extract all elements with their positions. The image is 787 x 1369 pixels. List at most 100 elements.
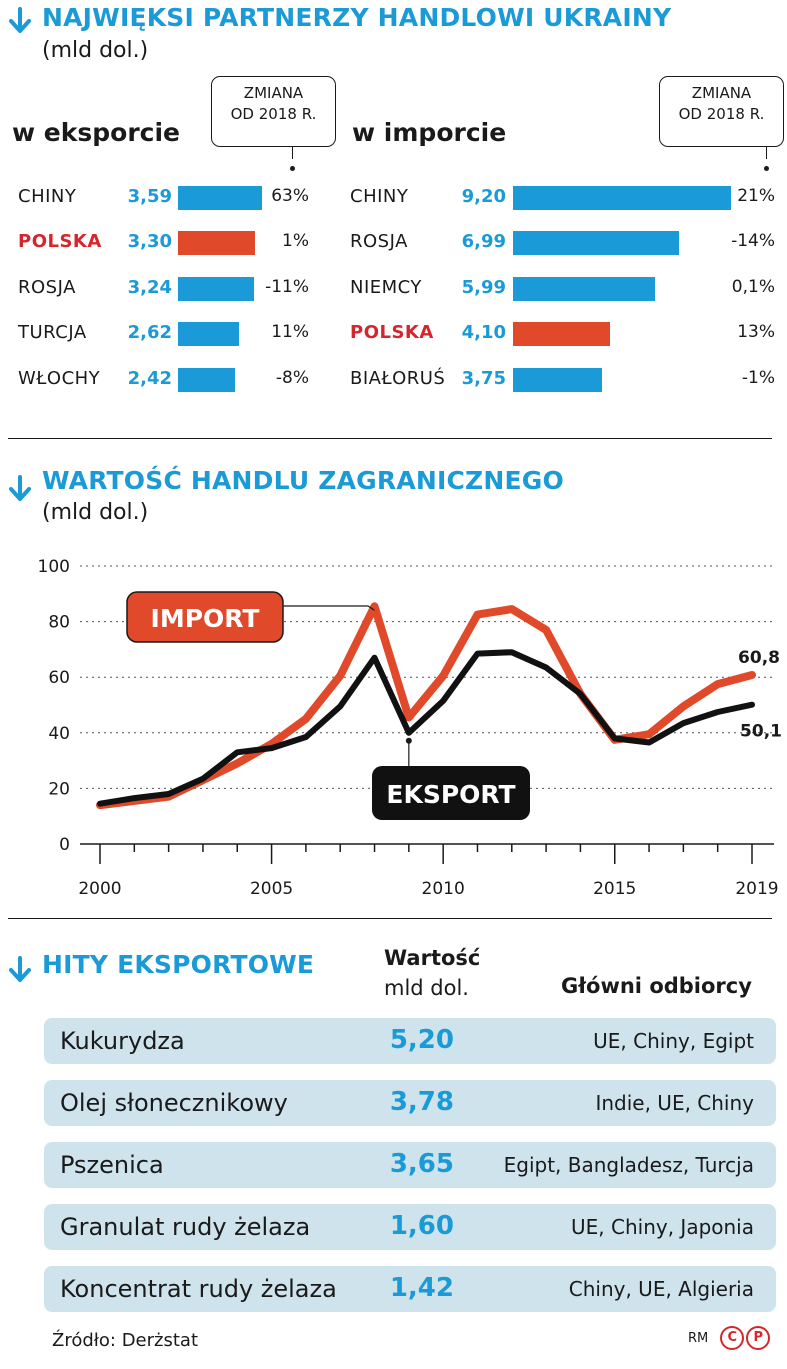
down-arrow-icon xyxy=(9,475,31,501)
change-label: -1% xyxy=(741,368,775,388)
country-name: POLSKA xyxy=(18,231,102,252)
value-bar xyxy=(178,231,255,255)
product-name: Granulat rudy żelaza xyxy=(60,1213,311,1241)
logo-c-mark: C xyxy=(720,1326,745,1350)
country-name: POLSKA xyxy=(350,322,434,343)
value-bar xyxy=(178,368,235,392)
export-heading: w eksporcie xyxy=(12,118,181,147)
export-value: 5,20 xyxy=(389,1025,454,1055)
y-tick-label: 80 xyxy=(48,613,70,633)
y-tick-label: 100 xyxy=(38,557,70,577)
section-title-trade: WARTOŚĆ HANDLU ZAGRANICZNEGO xyxy=(42,466,564,495)
value-bar xyxy=(178,186,262,210)
trade-line-chart: 0 20 40 60 80 100 2000 2005 2010 2015 2019 IMPORT… xyxy=(38,557,782,899)
unit-label-trade: (mld dol.) xyxy=(42,500,149,525)
import-label-box xyxy=(126,591,284,643)
callout-line-1: ZMIANA xyxy=(243,84,304,102)
column-header-unit: mld dol. xyxy=(384,976,469,1000)
callout-pointer-dot xyxy=(290,166,295,171)
unit-label-partners: (mld dol.) xyxy=(42,38,149,63)
change-label: -14% xyxy=(731,231,775,251)
value-bar xyxy=(513,231,679,255)
partner-row: CHINY 3,59 63% xyxy=(0,184,787,212)
value-label: 2,62 xyxy=(127,322,172,343)
export-value: 1,42 xyxy=(389,1273,454,1303)
change-callout-export: ZMIANA OD 2018 R. xyxy=(211,76,336,147)
value-label: 9,20 xyxy=(461,186,506,207)
country-name: CHINY xyxy=(350,186,409,207)
country-name: NIEMCY xyxy=(350,277,422,298)
country-name: ROSJA xyxy=(18,277,76,298)
main-recipients: Egipt, Bangladesz, Turcja xyxy=(503,1153,754,1177)
product-name: Olej słonecznikowy xyxy=(60,1089,288,1117)
value-label: 4,10 xyxy=(461,322,506,343)
value-bar xyxy=(178,322,239,346)
value-label: 3,75 xyxy=(461,368,506,389)
callout-pointer-dot xyxy=(764,166,769,171)
value-label: 3,59 xyxy=(127,186,172,207)
import-series-label: IMPORT xyxy=(151,604,260,633)
product-name: Koncentrat rudy żelaza xyxy=(60,1275,337,1303)
value-bar xyxy=(178,277,254,301)
table-row: Kukurydza 5,20 UE, Chiny, Egipt xyxy=(44,1018,776,1064)
change-label: -8% xyxy=(275,368,309,388)
section-title-partners: NAJWIĘKSI PARTNERZY HANDLOWI UKRAINY xyxy=(42,3,672,32)
author-initials: RM xyxy=(688,1330,709,1346)
callout-line-1: ZMIANA xyxy=(691,84,752,102)
value-bar xyxy=(513,368,602,392)
change-label: -11% xyxy=(265,277,309,297)
callout-line-2: OD 2018 R. xyxy=(678,105,765,123)
change-callout-import: ZMIANA OD 2018 R. xyxy=(659,76,784,147)
value-label: 2,42 xyxy=(127,368,172,389)
partner-row: TURCJA 2,62 11% xyxy=(0,320,787,348)
x-tick-label: 2000 xyxy=(78,879,121,899)
export-leader-dot xyxy=(405,737,412,744)
logo-p-mark: P xyxy=(746,1326,771,1350)
export-value: 1,60 xyxy=(389,1211,454,1241)
main-recipients: UE, Chiny, Japonia xyxy=(571,1215,754,1239)
y-tick-label: 20 xyxy=(48,779,70,799)
change-label: 63% xyxy=(271,186,309,206)
product-name: Kukurydza xyxy=(60,1027,185,1055)
x-tick-label: 2019 xyxy=(735,879,778,899)
y-tick-label: 0 xyxy=(59,835,70,855)
country-name: WŁOCHY xyxy=(18,368,101,389)
value-bar xyxy=(513,277,655,301)
country-name: TURCJA xyxy=(18,322,87,343)
x-tick-label: 2010 xyxy=(422,879,465,899)
main-recipients: Chiny, UE, Algieria xyxy=(568,1277,754,1301)
partner-row: POLSKA 4,10 13% xyxy=(0,320,787,348)
import-end-value-label: 60,8 xyxy=(738,648,780,668)
source-note: Źródło: Derżstat xyxy=(52,1330,198,1351)
column-header-recipients: Główni odbiorcy xyxy=(561,974,752,998)
publisher-logo: RM C P xyxy=(688,1326,771,1350)
export-end-value-label: 50,1 xyxy=(740,722,782,742)
value-bar xyxy=(513,322,610,346)
value-label: 3,24 xyxy=(127,277,172,298)
section-title-hits: HITY EKSPORTOWE xyxy=(42,950,315,979)
column-header-value: Wartość xyxy=(384,946,481,970)
export-label-box xyxy=(372,766,530,820)
partner-row: BIAŁORUŚ 3,75 -1% xyxy=(0,366,787,394)
x-tick-label: 2015 xyxy=(593,879,636,899)
change-label: 21% xyxy=(737,186,775,206)
down-arrow-icon xyxy=(9,7,31,33)
table-row: Olej słonecznikowy 3,78 Indie, UE, Chiny xyxy=(44,1080,776,1126)
partner-row: POLSKA 3,30 1% xyxy=(0,229,787,257)
export-value: 3,65 xyxy=(389,1149,454,1179)
export-value: 3,78 xyxy=(389,1087,454,1117)
y-tick-label: 60 xyxy=(48,668,70,688)
partner-row: CHINY 9,20 21% xyxy=(0,184,787,212)
change-label: 13% xyxy=(737,322,775,342)
change-label: 0,1% xyxy=(731,277,775,297)
value-label: 5,99 xyxy=(461,277,506,298)
import-leader-line xyxy=(282,605,375,611)
partner-row: ROSJA 6,99 -14% xyxy=(0,229,787,257)
value-label: 6,99 xyxy=(461,231,506,252)
partner-row: WŁOCHY 2,42 -8% xyxy=(0,366,787,394)
partner-row: NIEMCY 5,99 0,1% xyxy=(0,275,787,303)
divider xyxy=(8,918,772,919)
callout-line-2: OD 2018 R. xyxy=(230,105,317,123)
country-name: BIAŁORUŚ xyxy=(350,368,446,389)
x-tick-label: 2005 xyxy=(250,879,293,899)
